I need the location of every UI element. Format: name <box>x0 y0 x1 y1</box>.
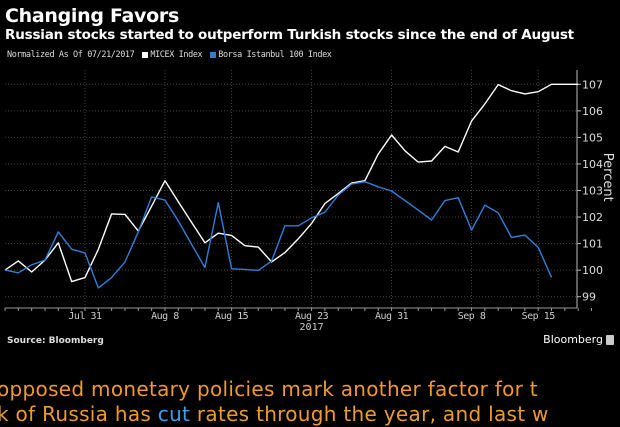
article-text-span: rates through the year, and last w <box>190 402 549 426</box>
article-text-span: k of Russia has <box>0 402 158 426</box>
normalization-note: Normalized As Of 07/21/2017 <box>7 50 135 60</box>
x-year-label: 2017 <box>300 322 324 333</box>
legend-label: MICEX Index <box>150 50 203 60</box>
bloomberg-logo: Bloomberg <box>543 333 614 346</box>
y-tick-label: 99 <box>582 291 596 304</box>
legend-item-bist100: Borsa Istanbul 100 Index <box>210 50 332 60</box>
series-line-micex <box>4 83 579 283</box>
legend-item-micex: MICEX Index <box>142 50 203 60</box>
x-tick-label: Sep 15 <box>522 311 556 322</box>
article-line-2: k of Russia has cut rates through the ye… <box>0 402 549 427</box>
y-tick-label: 106 <box>582 105 603 118</box>
bloomberg-icon <box>606 334 614 345</box>
y-axis-label: Percent <box>600 153 615 202</box>
x-tick-label: Sep 8 <box>458 311 486 322</box>
source-note: Source: Bloomberg <box>7 336 104 346</box>
line-chart: 99 100 101 102 103 104 105 106 107 Jul 31 Aug 8 Aug… <box>4 70 615 333</box>
x-tick-label: Aug 8 <box>151 311 179 322</box>
series-line-bist100 <box>4 180 553 289</box>
chart-subtitle: Russian stocks started to outperform Tur… <box>5 27 574 43</box>
article-line-1: opposed monetary policies mark another f… <box>0 377 538 401</box>
x-tick-label: Aug 31 <box>375 311 409 322</box>
y-tick-label: 104 <box>582 158 603 171</box>
y-tick-label: 100 <box>582 264 603 277</box>
legend-swatch <box>142 51 149 58</box>
x-tick-label: Aug 15 <box>215 311 249 322</box>
legend-swatch <box>210 51 217 58</box>
y-tick-label: 102 <box>582 211 603 224</box>
brand-name: Bloomberg <box>543 333 603 346</box>
x-tick-label: Jul 31 <box>68 311 102 322</box>
y-tick-label: 105 <box>582 131 603 144</box>
x-tick-label: Aug 23 <box>295 311 329 322</box>
chart-title: Changing Favors <box>5 5 179 27</box>
legend: Normalized As Of 07/21/2017 MICEX Index … <box>7 50 332 60</box>
y-tick-label: 103 <box>582 185 603 198</box>
legend-label: Borsa Istanbul 100 Index <box>218 50 332 60</box>
cut-link[interactable]: cut <box>157 402 191 426</box>
y-tick-label: 107 <box>582 78 603 91</box>
y-tick-label: 101 <box>582 238 603 251</box>
article-text: opposed monetary policies mark another f… <box>0 377 549 427</box>
